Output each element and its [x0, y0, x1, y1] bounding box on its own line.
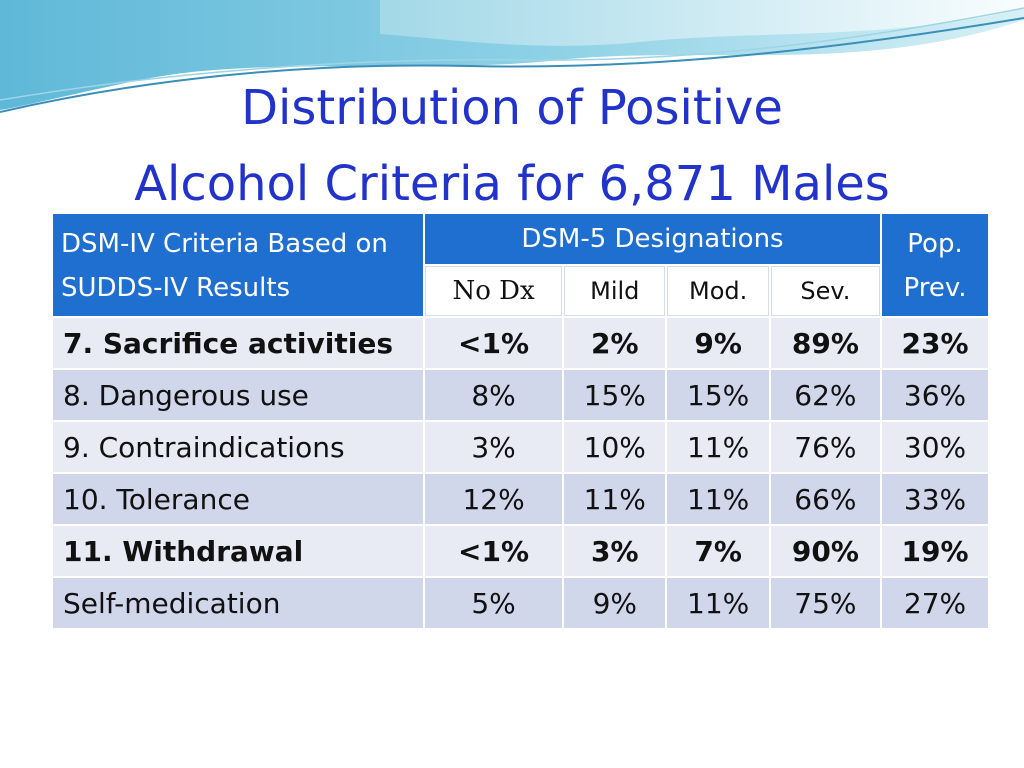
cell-pop: 36% [882, 370, 988, 420]
row-label: Self-medication [53, 578, 423, 628]
cell-mild: 15% [564, 370, 666, 420]
cell-no-dx: 3% [425, 422, 563, 472]
cell-no-dx: <1% [425, 318, 563, 368]
cell-pop: 33% [882, 474, 988, 524]
cell-sev: 89% [770, 318, 880, 368]
cell-mod: 7% [667, 526, 769, 576]
table-row: Self-medication 5% 9% 11% 75% 27% [53, 578, 988, 628]
row-label: 7. Sacrifice activities [53, 318, 423, 368]
cell-pop: 30% [882, 422, 988, 472]
cell-no-dx: 5% [425, 578, 563, 628]
cell-pop: 27% [882, 578, 988, 628]
cell-mild: 2% [564, 318, 666, 368]
cell-mild: 9% [564, 578, 666, 628]
cell-no-dx: 12% [425, 474, 563, 524]
cell-mod: 11% [667, 474, 769, 524]
table-row: 8. Dangerous use 8% 15% 15% 62% 36% [53, 370, 988, 420]
table-row: 9. Contraindications 3% 10% 11% 76% 30% [53, 422, 988, 472]
cell-mild: 3% [564, 526, 666, 576]
cell-pop: 19% [882, 526, 988, 576]
cell-sev: 62% [770, 370, 880, 420]
cell-mod: 9% [667, 318, 769, 368]
row-label: 9. Contraindications [53, 422, 423, 472]
header-dsm5-designations: DSM-5 Designations [425, 214, 880, 264]
cell-mod: 11% [667, 578, 769, 628]
header-criteria: DSM-IV Criteria Based on SUDDS-IV Result… [53, 214, 423, 316]
row-label: 10. Tolerance [53, 474, 423, 524]
cell-pop: 23% [882, 318, 988, 368]
wave-decoration [0, 0, 1024, 113]
table-row: 11. Withdrawal <1% 3% 7% 90% 19% [53, 526, 988, 576]
cell-sev: 76% [770, 422, 880, 472]
table-row: 10. Tolerance 12% 11% 11% 66% 33% [53, 474, 988, 524]
header-sev: Sev. [770, 266, 880, 316]
cell-mod: 11% [667, 422, 769, 472]
cell-no-dx: 8% [425, 370, 563, 420]
cell-no-dx: <1% [425, 526, 563, 576]
cell-sev: 75% [770, 578, 880, 628]
criteria-table: DSM-IV Criteria Based on SUDDS-IV Result… [51, 212, 990, 630]
row-label: 8. Dangerous use [53, 370, 423, 420]
header-no-dx: No Dx [425, 266, 563, 316]
cell-mod: 15% [667, 370, 769, 420]
row-label: 11. Withdrawal [53, 526, 423, 576]
cell-sev: 90% [770, 526, 880, 576]
header-mild: Mild [564, 266, 666, 316]
table-row: 7. Sacrifice activities <1% 2% 9% 89% 23… [53, 318, 988, 368]
title-line-2: Alcohol Criteria for 6,871 Males [134, 156, 890, 212]
page-title: Distribution of Positive Alcohol Criteri… [0, 70, 1024, 222]
header-pop-prev: Pop. Prev. [882, 214, 988, 316]
header-mod: Mod. [667, 266, 769, 316]
title-line-1: Distribution of Positive [241, 80, 783, 136]
cell-mild: 10% [564, 422, 666, 472]
cell-mild: 11% [564, 474, 666, 524]
cell-sev: 66% [770, 474, 880, 524]
